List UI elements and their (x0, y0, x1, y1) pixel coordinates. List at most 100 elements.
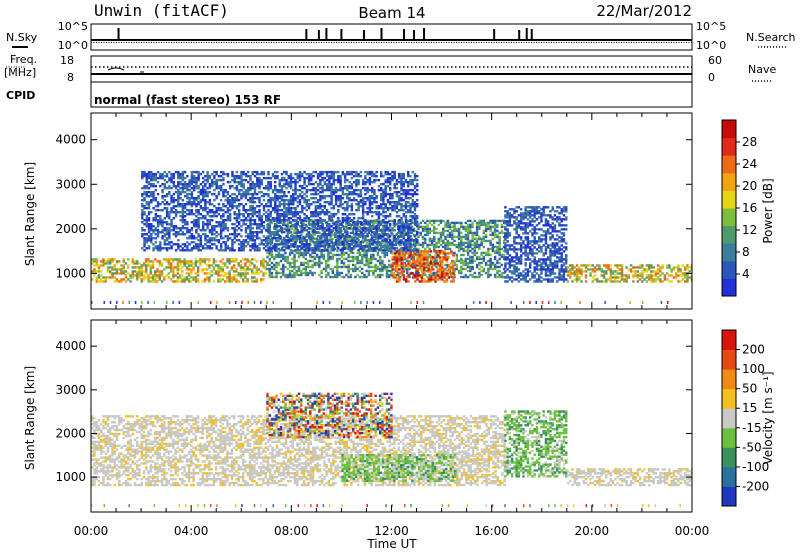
range-cell (388, 274, 390, 276)
range-cell (114, 272, 116, 274)
range-cell (261, 195, 263, 197)
range-cell (394, 268, 396, 270)
range-cell (299, 231, 301, 233)
range-cell (168, 227, 170, 229)
range-cell (394, 229, 396, 231)
range-cell (258, 223, 260, 225)
range-cell (227, 191, 229, 193)
range-cell (283, 237, 285, 239)
range-cell (300, 270, 302, 272)
range-cell (465, 222, 467, 224)
range-cell (424, 222, 426, 224)
range-cell (164, 247, 166, 249)
range-cell (325, 260, 327, 262)
range-cell (419, 264, 421, 266)
range-cell (310, 193, 312, 195)
range-cell (387, 221, 389, 223)
range-cell (150, 171, 152, 173)
range-cell (297, 229, 299, 231)
range-cell (290, 217, 292, 219)
range-cell (348, 191, 350, 193)
range-cell (351, 199, 353, 201)
range-cell (284, 256, 286, 258)
range-cell (238, 181, 240, 183)
range-cell (238, 247, 240, 249)
cpid-text: normal (fast stereo) 153 RF (94, 93, 281, 107)
range-cell (441, 256, 443, 258)
range-cell (276, 175, 278, 177)
range-cell (276, 195, 278, 197)
range-cell (213, 171, 215, 173)
range-cell (240, 272, 242, 274)
range-cell (297, 221, 299, 223)
range-cell (209, 219, 211, 221)
range-cell (487, 268, 489, 270)
range-cell (369, 195, 371, 197)
range-cell (297, 173, 299, 175)
range-cell (319, 187, 321, 189)
range-cell (315, 219, 317, 221)
range-cell (337, 235, 339, 237)
range-cell (155, 245, 157, 247)
range-cell (148, 191, 150, 193)
range-cell (433, 272, 435, 274)
range-cell (200, 249, 202, 251)
range-cell (204, 229, 206, 231)
range-cell (170, 229, 172, 231)
range-cell (371, 221, 373, 223)
range-cell (317, 199, 319, 201)
range-cell (183, 276, 185, 278)
range-cell (483, 246, 485, 248)
range-cell (260, 260, 262, 262)
range-cell (353, 217, 355, 219)
range-cell (352, 256, 354, 258)
range-cell (326, 221, 328, 223)
range-cell (337, 189, 339, 191)
range-cell (159, 270, 161, 272)
range-cell (478, 262, 480, 264)
range-cell (359, 270, 361, 272)
range-cell (240, 260, 242, 262)
range-cell (443, 256, 445, 258)
range-cell (391, 193, 393, 195)
range-cell (344, 247, 346, 249)
range-cell (338, 258, 340, 260)
range-cell (245, 227, 247, 229)
range-cell (405, 258, 407, 260)
range-cell (364, 211, 366, 213)
range-cell (425, 262, 427, 264)
range-cell (215, 221, 217, 223)
range-cell (222, 258, 224, 260)
range-cell (371, 231, 373, 233)
range-cell (263, 221, 265, 223)
range-cell (290, 225, 292, 227)
range-cell (265, 215, 267, 217)
range-cell (215, 195, 217, 197)
range-cell (337, 195, 339, 197)
range-cell (276, 225, 278, 227)
range-cell (197, 278, 199, 280)
range-cell (317, 189, 319, 191)
range-cell (377, 260, 379, 262)
range-cell (100, 278, 102, 280)
range-cell (460, 258, 462, 260)
range-cell (336, 250, 338, 252)
range-cell (346, 185, 348, 187)
range-cell (324, 201, 326, 203)
range-cell (389, 213, 391, 215)
range-cell (141, 193, 143, 195)
range-cell (355, 241, 357, 243)
range-cell (303, 207, 305, 209)
range-cell (272, 207, 274, 209)
range-cell (339, 195, 341, 197)
range-cell (300, 262, 302, 264)
range-cell (478, 268, 480, 270)
range-cell (206, 211, 208, 213)
range-cell (309, 260, 311, 262)
range-cell (321, 241, 323, 243)
range-cell (166, 221, 168, 223)
range-cell (344, 207, 346, 209)
range-cell (453, 244, 455, 246)
range-cell (292, 193, 294, 195)
range-cell (278, 252, 280, 254)
